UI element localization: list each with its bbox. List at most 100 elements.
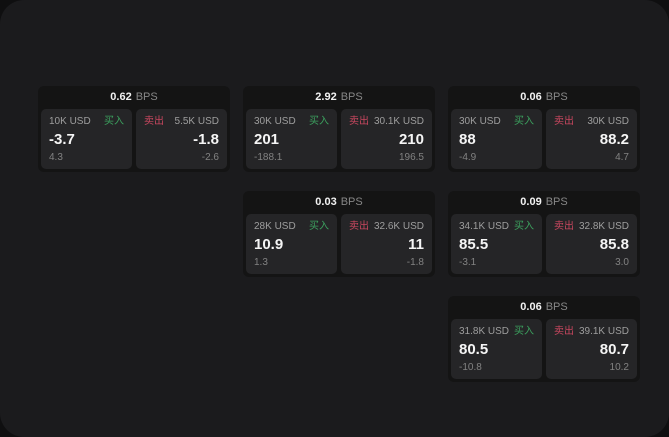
buy-tag: 买入 (104, 116, 124, 127)
bps-value: 0.03 (315, 196, 337, 208)
bps-value: 0.06 (520, 301, 542, 313)
sell-tag: 卖出 (554, 326, 574, 337)
panels-row: 31.8K USD 买入 80.5 -10.8 卖出 39.1K USD 80.… (448, 317, 640, 382)
bps-unit-label: BPS (545, 196, 568, 208)
buy-panel[interactable]: 28K USD 买入 10.9 1.3 (246, 214, 337, 274)
bps-value: 0.62 (110, 91, 132, 103)
sell-tag: 卖出 (554, 221, 574, 232)
buy-tag: 买入 (309, 116, 329, 127)
buy-sub-value: -3.1 (459, 257, 477, 268)
buy-sub-value: -188.1 (254, 152, 283, 163)
buy-panel-header: 30K USD 买入 (459, 116, 534, 127)
quote-card: 0.03 BPS 28K USD 买入 10.9 1.3 卖出 32.6K US… (243, 191, 435, 277)
panels-row: 10K USD 买入 -3.7 4.3 卖出 5.5K USD -1.8 -2.… (38, 107, 230, 172)
buy-value: 201 (254, 131, 280, 148)
sell-panel-header: 卖出 30K USD (554, 116, 629, 127)
sell-sub-value: 3.0 (615, 257, 629, 268)
buy-panel-header: 28K USD 买入 (254, 221, 329, 232)
buy-amount: 30K USD (459, 116, 501, 127)
sell-panel-header: 卖出 39.1K USD (554, 326, 629, 337)
quote-card: 0.62 BPS 10K USD 买入 -3.7 4.3 卖出 5.5K USD (38, 86, 230, 172)
sell-amount: 5.5K USD (174, 116, 219, 127)
bps-unit-label: BPS (545, 301, 568, 313)
sell-amount: 39.1K USD (578, 326, 629, 337)
bps-header: 0.62 BPS (38, 86, 230, 107)
sell-value: 88.2 (599, 131, 629, 148)
sell-tag: 卖出 (144, 116, 164, 127)
sell-tag: 卖出 (349, 221, 369, 232)
sell-amount: 32.8K USD (578, 221, 629, 232)
sell-value: 80.7 (599, 341, 629, 358)
quote-card-grid: 0.62 BPS 10K USD 买入 -3.7 4.3 卖出 5.5K USD (38, 86, 640, 382)
buy-panel-header: 10K USD 买入 (49, 116, 124, 127)
quote-card: 0.06 BPS 31.8K USD 买入 80.5 -10.8 卖出 39.1… (448, 296, 640, 382)
buy-amount: 30K USD (254, 116, 296, 127)
sell-sub-value: -2.6 (201, 152, 219, 163)
bps-value: 2.92 (315, 91, 337, 103)
sell-amount: 30K USD (587, 116, 629, 127)
buy-panel[interactable]: 31.8K USD 买入 80.5 -10.8 (451, 319, 542, 379)
sell-panel-header: 卖出 30.1K USD (349, 116, 424, 127)
buy-sub-value: 1.3 (254, 257, 268, 268)
sell-panel[interactable]: 卖出 5.5K USD -1.8 -2.6 (136, 109, 227, 169)
sell-value: 210 (398, 131, 424, 148)
bps-header: 0.03 BPS (243, 191, 435, 212)
panels-row: 28K USD 买入 10.9 1.3 卖出 32.6K USD 11 -1.8 (243, 212, 435, 277)
panels-row: 34.1K USD 买入 85.5 -3.1 卖出 32.8K USD 85.8… (448, 212, 640, 277)
bps-value: 0.06 (520, 91, 542, 103)
buy-value: 80.5 (459, 341, 489, 358)
buy-panel[interactable]: 30K USD 买入 88 -4.9 (451, 109, 542, 169)
buy-panel-header: 34.1K USD 买入 (459, 221, 534, 232)
buy-value: 10.9 (254, 236, 284, 253)
buy-amount: 28K USD (254, 221, 296, 232)
buy-panel[interactable]: 30K USD 买入 201 -188.1 (246, 109, 337, 169)
bps-value: 0.09 (520, 196, 542, 208)
sell-sub-value: 10.2 (609, 362, 629, 373)
buy-value: 85.5 (459, 236, 489, 253)
bps-header: 0.06 BPS (448, 86, 640, 107)
sell-panel[interactable]: 卖出 39.1K USD 80.7 10.2 (546, 319, 637, 379)
buy-panel[interactable]: 10K USD 买入 -3.7 4.3 (41, 109, 132, 169)
sell-value: 85.8 (599, 236, 629, 253)
sell-sub-value: 4.7 (615, 152, 629, 163)
buy-tag: 买入 (514, 116, 534, 127)
sell-panel[interactable]: 卖出 30K USD 88.2 4.7 (546, 109, 637, 169)
sell-panel[interactable]: 卖出 30.1K USD 210 196.5 (341, 109, 432, 169)
buy-tag: 买入 (514, 221, 534, 232)
buy-panel-header: 31.8K USD 买入 (459, 326, 534, 337)
bps-unit-label: BPS (340, 91, 363, 103)
bps-header: 2.92 BPS (243, 86, 435, 107)
buy-sub-value: 4.3 (49, 152, 63, 163)
buy-value: 88 (459, 131, 476, 148)
sell-value: -1.8 (193, 131, 219, 148)
sell-sub-value: -1.8 (406, 257, 424, 268)
quote-card: 0.09 BPS 34.1K USD 买入 85.5 -3.1 卖出 32.8K… (448, 191, 640, 277)
buy-tag: 买入 (514, 326, 534, 337)
buy-tag: 买入 (309, 221, 329, 232)
buy-sub-value: -10.8 (459, 362, 482, 373)
buy-amount: 10K USD (49, 116, 91, 127)
sell-panel-header: 卖出 32.6K USD (349, 221, 424, 232)
sell-amount: 30.1K USD (373, 116, 424, 127)
sell-panel-header: 卖出 5.5K USD (144, 116, 219, 127)
buy-sub-value: -4.9 (459, 152, 477, 163)
buy-panel-header: 30K USD 买入 (254, 116, 329, 127)
sell-value: 11 (408, 236, 424, 253)
bps-unit-label: BPS (545, 91, 568, 103)
sell-panel-header: 卖出 32.8K USD (554, 221, 629, 232)
bps-unit-label: BPS (135, 91, 158, 103)
panels-row: 30K USD 买入 201 -188.1 卖出 30.1K USD 210 1… (243, 107, 435, 172)
quote-card: 2.92 BPS 30K USD 买入 201 -188.1 卖出 30.1K … (243, 86, 435, 172)
quote-card: 0.06 BPS 30K USD 买入 88 -4.9 卖出 30K USD (448, 86, 640, 172)
sell-panel[interactable]: 卖出 32.8K USD 85.8 3.0 (546, 214, 637, 274)
sell-panel[interactable]: 卖出 32.6K USD 11 -1.8 (341, 214, 432, 274)
sell-sub-value: 196.5 (398, 152, 424, 163)
sell-amount: 32.6K USD (373, 221, 424, 232)
buy-value: -3.7 (49, 131, 75, 148)
buy-panel[interactable]: 34.1K USD 买入 85.5 -3.1 (451, 214, 542, 274)
buy-amount: 31.8K USD (459, 326, 510, 337)
sell-tag: 卖出 (349, 116, 369, 127)
panels-row: 30K USD 买入 88 -4.9 卖出 30K USD 88.2 4.7 (448, 107, 640, 172)
bps-header: 0.06 BPS (448, 296, 640, 317)
